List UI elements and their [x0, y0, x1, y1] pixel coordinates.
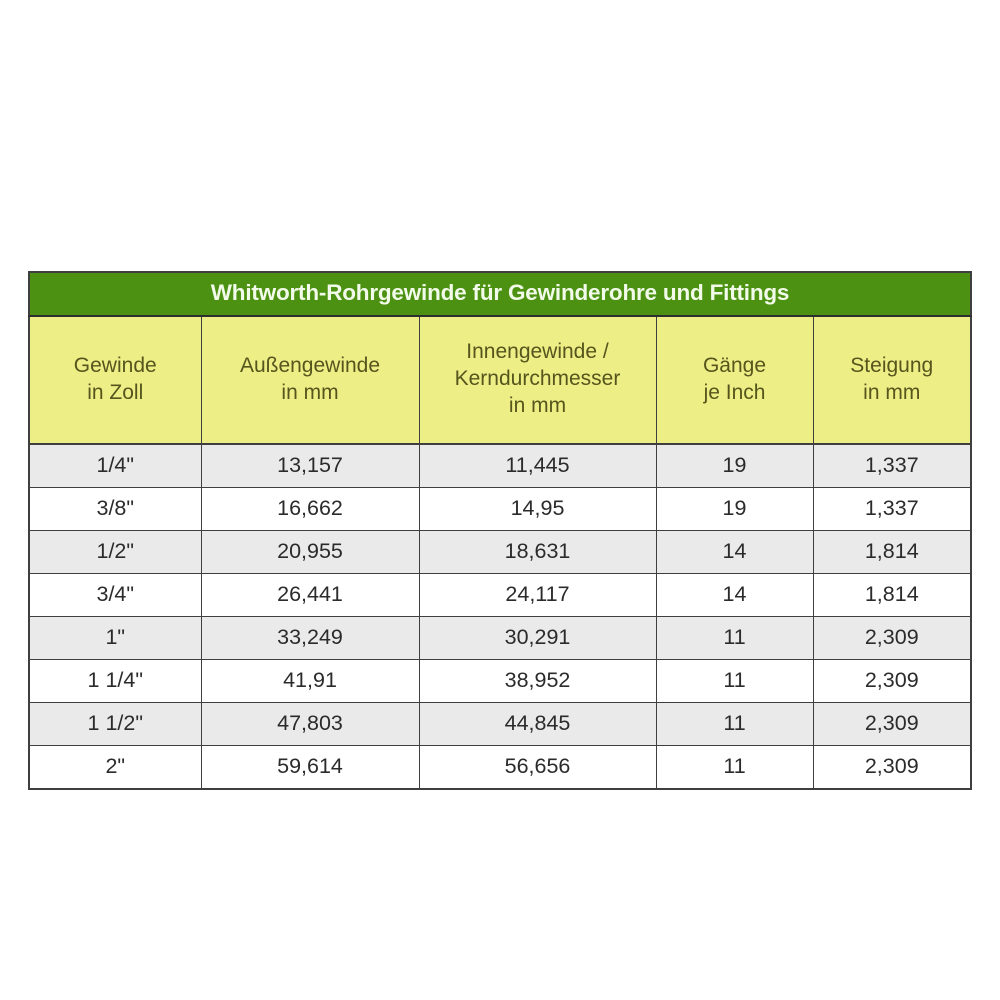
- cell-steigung: 1,337: [812, 443, 972, 488]
- cell-gaenge: 11: [655, 658, 814, 703]
- header-line-1: Innengewinde /: [466, 340, 609, 364]
- header-line-1: Gewinde: [73, 353, 157, 377]
- table-title: Whitworth-Rohrgewinde für Gewinderohre u…: [28, 271, 972, 317]
- cell-gewinde: 1/2": [28, 529, 202, 574]
- cell-steigung: 2,309: [812, 701, 972, 746]
- header-line-3: in mm: [508, 394, 567, 418]
- table-row: 1/4" 13,157 11,445 19 1,337: [28, 443, 972, 488]
- cell-aussengewinde: 26,441: [200, 572, 420, 617]
- header-line-2: Kerndurchmesser: [454, 367, 621, 391]
- cell-steigung: 2,309: [812, 744, 972, 790]
- cell-aussengewinde: 59,614: [200, 744, 420, 790]
- cell-gewinde: 3/8": [28, 486, 202, 531]
- cell-innengewinde: 24,117: [418, 572, 657, 617]
- cell-gewinde: 1 1/2": [28, 701, 202, 746]
- header-line-2: je Inch: [703, 380, 766, 404]
- table-row: 1 1/4" 41,91 38,952 11 2,309: [28, 658, 972, 703]
- cell-gaenge: 11: [655, 701, 814, 746]
- cell-gewinde: 3/4": [28, 572, 202, 617]
- table-row: 1" 33,249 30,291 11 2,309: [28, 615, 972, 660]
- spec-table-container: Whitworth-Rohrgewinde für Gewinderohre u…: [28, 271, 972, 790]
- cell-gaenge: 11: [655, 615, 814, 660]
- cell-gewinde: 1": [28, 615, 202, 660]
- column-header-steigung-in-mm: Steigung in mm: [812, 315, 972, 445]
- table-row: 1 1/2" 47,803 44,845 11 2,309: [28, 701, 972, 746]
- cell-steigung: 1,337: [812, 486, 972, 531]
- header-line-1: Steigung: [850, 353, 934, 377]
- cell-gaenge: 19: [655, 486, 814, 531]
- cell-innengewinde: 56,656: [418, 744, 657, 790]
- header-line-2: in mm: [281, 380, 339, 404]
- column-header-innengewinde-kerndurchmesser-in-mm: Innengewinde / Kerndurchmesser in mm: [418, 315, 657, 445]
- column-header-gaenge-je-inch: Gänge je Inch: [655, 315, 814, 445]
- table-row: 2" 59,614 56,656 11 2,309: [28, 744, 972, 790]
- cell-steigung: 2,309: [812, 615, 972, 660]
- cell-aussengewinde: 16,662: [200, 486, 420, 531]
- cell-gewinde: 1 1/4": [28, 658, 202, 703]
- cell-gaenge: 11: [655, 744, 814, 790]
- cell-gaenge: 19: [655, 443, 814, 488]
- header-line-1: Außengewinde: [239, 353, 381, 377]
- header-line-2: in mm: [863, 380, 921, 404]
- cell-gaenge: 14: [655, 529, 814, 574]
- cell-steigung: 1,814: [812, 572, 972, 617]
- column-header-row: Gewinde in Zoll Außengewinde in mm Innen…: [28, 315, 972, 445]
- cell-aussengewinde: 41,91: [200, 658, 420, 703]
- table-title-row: Whitworth-Rohrgewinde für Gewinderohre u…: [28, 271, 972, 317]
- table-row: 3/4" 26,441 24,117 14 1,814: [28, 572, 972, 617]
- cell-gewinde: 1/4": [28, 443, 202, 488]
- header-line-2: in Zoll: [87, 380, 144, 404]
- cell-innengewinde: 38,952: [418, 658, 657, 703]
- cell-aussengewinde: 13,157: [200, 443, 420, 488]
- cell-innengewinde: 14,95: [418, 486, 657, 531]
- cell-gewinde: 2": [28, 744, 202, 790]
- column-header-aussengewinde-in-mm: Außengewinde in mm: [200, 315, 420, 445]
- cell-steigung: 2,309: [812, 658, 972, 703]
- cell-aussengewinde: 47,803: [200, 701, 420, 746]
- column-header-gewinde-in-zoll: Gewinde in Zoll: [28, 315, 202, 445]
- cell-innengewinde: 18,631: [418, 529, 657, 574]
- cell-steigung: 1,814: [812, 529, 972, 574]
- cell-aussengewinde: 33,249: [200, 615, 420, 660]
- cell-gaenge: 14: [655, 572, 814, 617]
- cell-aussengewinde: 20,955: [200, 529, 420, 574]
- table-row: 1/2" 20,955 18,631 14 1,814: [28, 529, 972, 574]
- table-body: 1/4" 13,157 11,445 19 1,337 3/8" 16,662 …: [28, 443, 972, 790]
- whitworth-thread-table: Whitworth-Rohrgewinde für Gewinderohre u…: [28, 271, 972, 790]
- cell-innengewinde: 30,291: [418, 615, 657, 660]
- cell-innengewinde: 11,445: [418, 443, 657, 488]
- table-head: Whitworth-Rohrgewinde für Gewinderohre u…: [28, 271, 972, 445]
- cell-innengewinde: 44,845: [418, 701, 657, 746]
- header-line-1: Gänge: [702, 353, 767, 377]
- table-row: 3/8" 16,662 14,95 19 1,337: [28, 486, 972, 531]
